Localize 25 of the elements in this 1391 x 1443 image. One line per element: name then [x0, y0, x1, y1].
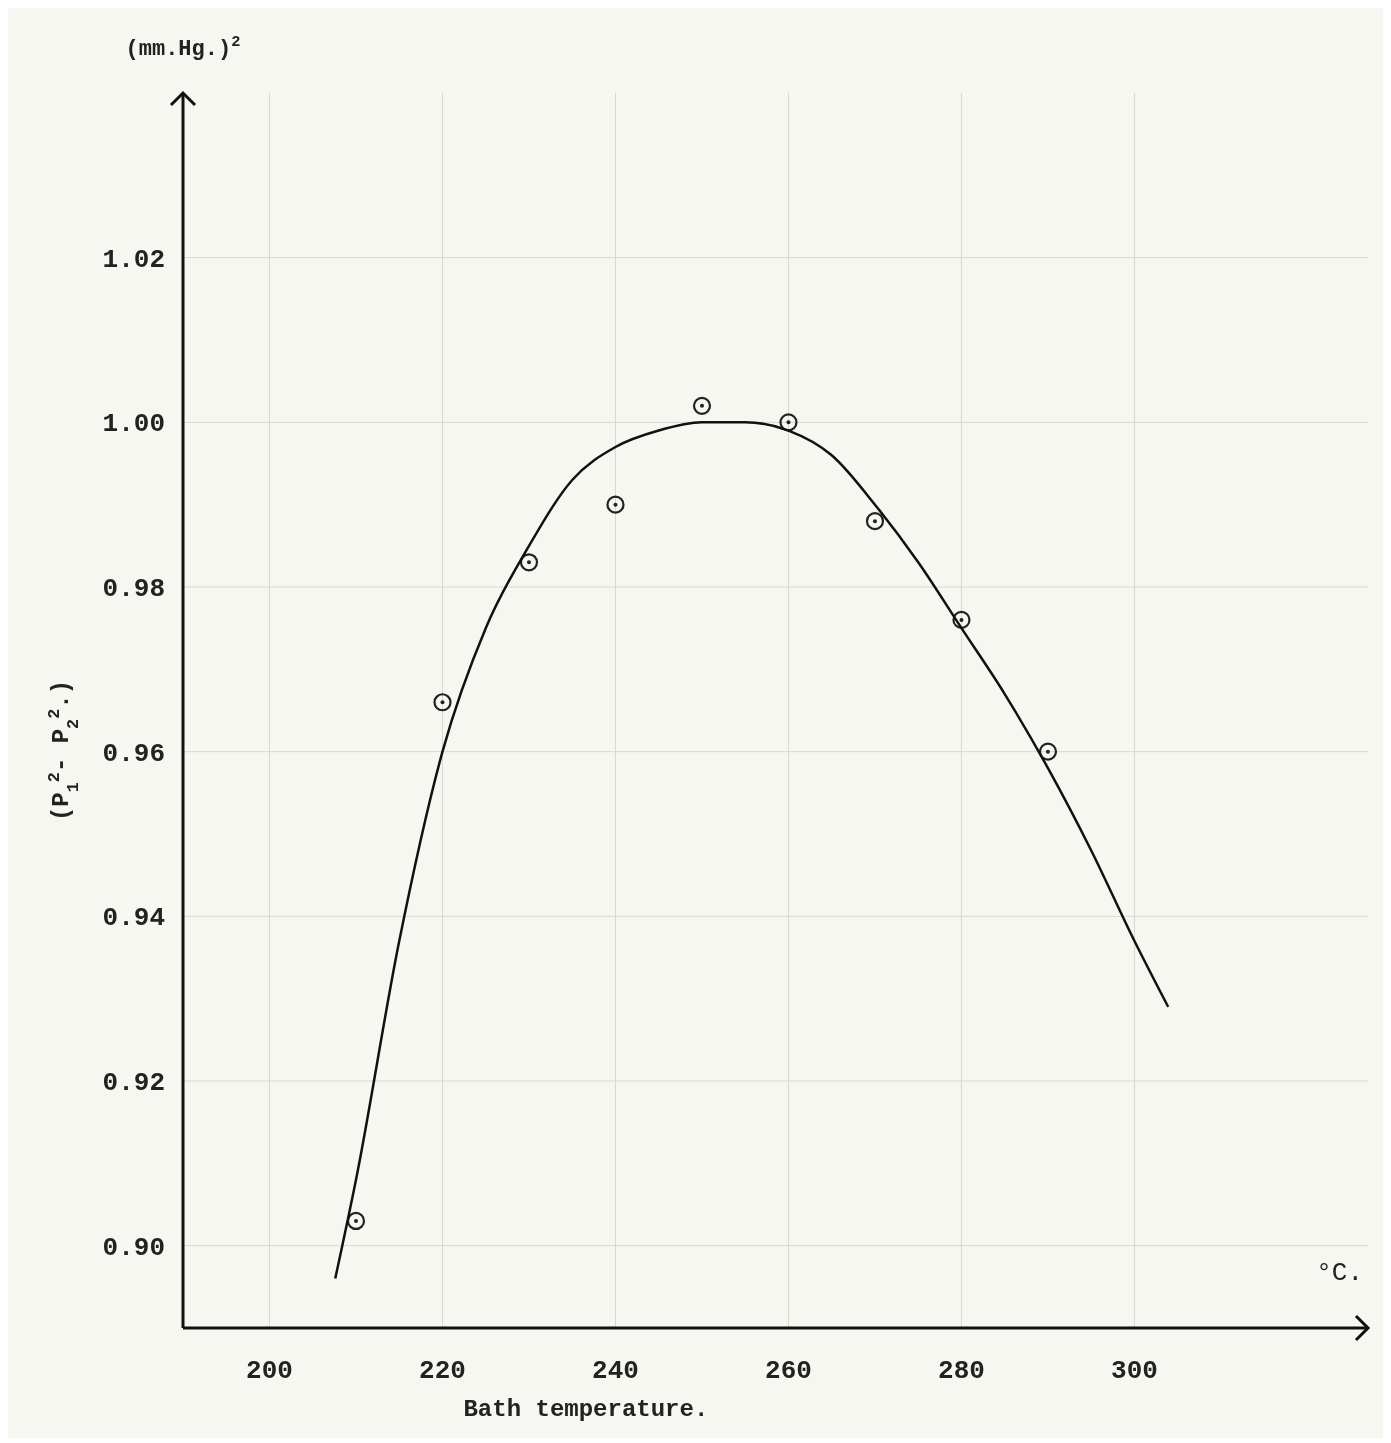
- point: [519, 553, 539, 572]
- y-tick-label: 0.90: [102, 1232, 165, 1263]
- x-axis-title: Bath temperature.: [463, 1396, 709, 1423]
- x-tick-label: 260: [765, 1356, 812, 1386]
- text: (mm.Hg.)$^{2}$: [125, 33, 241, 62]
- point: [779, 413, 798, 432]
- point: [692, 396, 712, 415]
- x-tick-label: 280: [938, 1356, 985, 1386]
- y-tick-label: 1.00: [102, 409, 165, 440]
- point: [606, 495, 625, 514]
- y-tick-label: 0.98: [102, 574, 165, 604]
- x-tick-label: 240: [592, 1356, 639, 1386]
- y-tick-label: 1.02: [102, 244, 165, 275]
- point: [1038, 742, 1058, 761]
- y-tick-label: 0.96: [102, 738, 165, 769]
- x-tick-label: 300: [1111, 1356, 1158, 1386]
- point: [346, 1211, 366, 1231]
- point: [433, 693, 452, 712]
- y-tick-label: 0.92: [102, 1068, 165, 1098]
- x-tick-label: 220: [419, 1356, 466, 1386]
- annotation: °C.: [1316, 1258, 1363, 1288]
- point: [865, 512, 885, 531]
- x-tick-label: 200: [246, 1356, 293, 1386]
- point: [952, 610, 971, 630]
- y-tick-label: 0.94: [102, 903, 165, 934]
